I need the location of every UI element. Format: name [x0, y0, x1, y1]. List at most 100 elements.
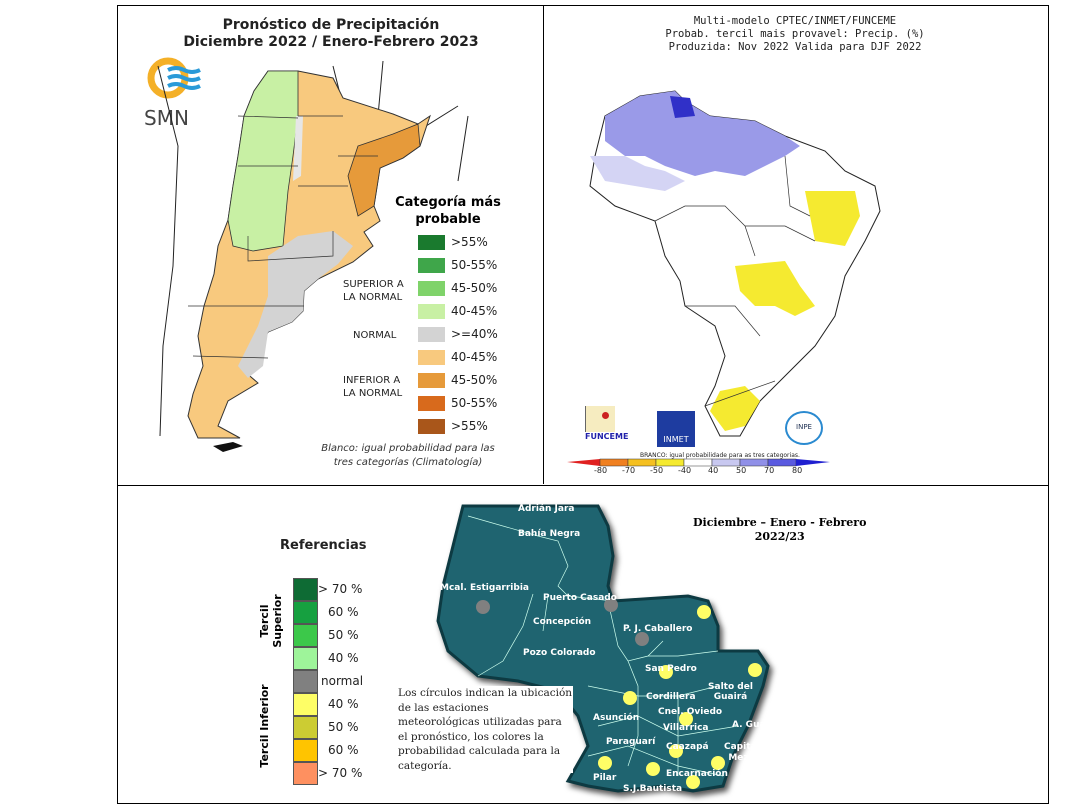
legend-label: 45-50%	[451, 281, 498, 295]
reference-label: > 70 %	[318, 582, 363, 596]
funceme-logo: FUNCEME	[585, 406, 628, 441]
station-dot	[476, 600, 490, 614]
station-dot	[623, 691, 637, 705]
brazil-forecast-panel: Multi-modelo CPTEC/INMET/FUNCEME Probab.…	[545, 6, 1048, 484]
inpe-logo-text: INPE	[796, 423, 812, 431]
title-line: 2022/23	[754, 530, 805, 543]
station-label: Mcal. Estigarribia	[440, 583, 529, 593]
reference-label: normal	[321, 674, 364, 688]
legend-title: Categoría más probable	[395, 195, 501, 227]
station-label: S.J.Bautista	[623, 784, 683, 794]
colorbar-tick: -40	[678, 466, 692, 475]
reference-swatch	[293, 647, 318, 670]
station-label: Encarnación	[666, 769, 728, 779]
station-dot	[679, 712, 693, 726]
title-line: Diciembre 2022 / Enero-Febrero 2023	[183, 34, 479, 50]
legend-label: 40-45%	[451, 304, 498, 318]
title-line: Pronóstico de Precipitación	[222, 17, 440, 33]
station-label: A. Guaraní	[732, 720, 786, 730]
inpe-logo: INPE	[785, 411, 823, 445]
smn-logo-text: SMN	[144, 106, 189, 130]
legend-label: 45-50%	[451, 373, 498, 387]
station-dot	[646, 762, 660, 776]
station-label: Concepción	[533, 617, 592, 627]
reference-swatch	[293, 716, 318, 739]
colorbar-tick: -70	[622, 466, 636, 475]
category-inferior: INFERIOR A LA NORMAL	[343, 375, 403, 399]
station-label: San Pedro	[645, 664, 697, 674]
colorbar-tick: 40	[708, 466, 719, 475]
reference-label: 40 %	[328, 697, 359, 711]
station-dot	[635, 632, 649, 646]
legend-swatch	[418, 304, 445, 319]
colorbar-note: BRANCO: igual probabilidade para as tres…	[640, 452, 800, 459]
legend-label: >55%	[451, 419, 488, 433]
legend-label: >=40%	[451, 327, 498, 341]
station-label: Asunción	[593, 713, 640, 723]
paraguay-forecast-panel: Referencias Tercil Superior Tercil Infer…	[118, 485, 1048, 803]
reference-label: 60 %	[328, 605, 359, 619]
brazil-map	[589, 90, 881, 437]
station-label: Pilar	[593, 773, 617, 783]
station-dot	[659, 665, 673, 679]
reference-swatch	[293, 739, 318, 762]
reference-label: 40 %	[328, 651, 359, 665]
paraguay-map	[436, 504, 770, 793]
legend-swatch	[418, 350, 445, 365]
category-normal: NORMAL	[353, 330, 397, 341]
legend-swatch	[418, 258, 445, 273]
colorbar-tick: -50	[650, 466, 664, 475]
station-dot	[669, 744, 683, 758]
argentina-forecast-panel: Pronóstico de Precipitación Diciembre 20…	[118, 6, 544, 484]
station-label: Paraguarí	[606, 737, 656, 747]
station-label: Salto del Guairá	[708, 682, 753, 702]
paraguay-note: Los círculos indican la ubicación de las…	[398, 686, 573, 773]
title-line: Probab. tercil mais provavel: Precip. (%…	[665, 28, 925, 40]
brazil-colorbar	[567, 458, 830, 467]
station-label: Bahía Negra	[518, 529, 581, 539]
legend-label: >55%	[451, 235, 488, 249]
station-dot	[598, 756, 612, 770]
reference-swatch	[293, 624, 318, 647]
legend-swatch	[418, 396, 445, 411]
legend-swatch	[418, 373, 445, 388]
brazil-title: Multi-modelo CPTEC/INMET/FUNCEME Probab.…	[585, 15, 1005, 54]
argentina-map	[157, 60, 469, 452]
title-line: Multi-modelo CPTEC/INMET/FUNCEME	[693, 15, 897, 27]
reference-swatch	[293, 601, 318, 624]
station-dot	[686, 775, 700, 789]
legend-label: 40-45%	[451, 350, 498, 364]
smn-logo: SMN	[144, 56, 206, 130]
colorbar-tick: 70	[764, 466, 775, 475]
station-dot	[748, 663, 762, 677]
station-dot	[604, 598, 618, 612]
colorbar-tick: -80	[594, 466, 608, 475]
station-dot	[711, 756, 725, 770]
reference-label: > 70 %	[318, 766, 363, 780]
legend-swatch	[418, 419, 445, 434]
legend-swatch	[418, 327, 445, 342]
argentina-note: Blanco: igual probabilidad para las tres…	[321, 443, 495, 468]
reference-swatch	[293, 693, 318, 716]
title-line: Produzida: Nov 2022 Valida para DJF 2022	[668, 41, 922, 53]
reference-label: 50 %	[328, 628, 359, 642]
category-superior: SUPERIOR A LA NORMAL	[343, 279, 404, 303]
station-label: P. J. Caballero	[623, 624, 693, 634]
station-label: Villarrica	[663, 723, 709, 733]
reference-label: 50 %	[328, 720, 359, 734]
station-label: Cordillera	[646, 692, 696, 702]
legend-swatch	[418, 235, 445, 250]
references-title: Referencias	[280, 538, 367, 553]
title-line: Diciembre – Enero - Febrero	[693, 516, 867, 529]
argentina-title: Pronóstico de Precipitación Diciembre 20…	[118, 17, 543, 51]
legend-label: 50-55%	[451, 258, 498, 272]
legend-label: 50-55%	[451, 396, 498, 410]
inmet-logo-text: INMET	[663, 435, 689, 444]
reference-swatch	[293, 670, 318, 693]
station-label: Pozo Colorado	[523, 648, 596, 658]
station-label: Adrián Jara	[518, 504, 575, 514]
station-label: Cnel. Oviedo	[658, 707, 723, 717]
reference-swatch	[293, 762, 318, 785]
reference-swatch	[293, 578, 318, 601]
station-label: Capitán Meza	[724, 742, 763, 763]
